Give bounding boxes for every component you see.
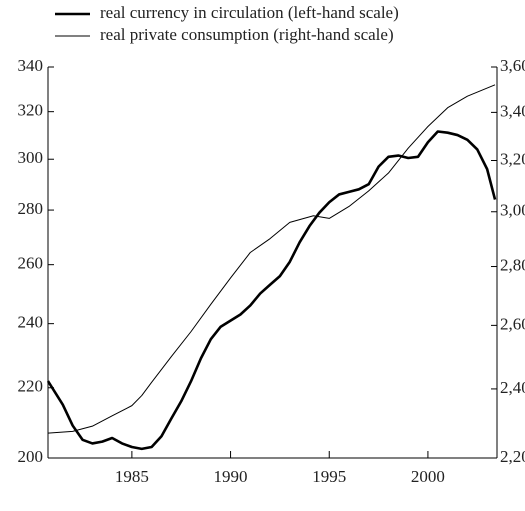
x-tick-label: 2000	[411, 467, 445, 486]
y-tick-label: 260	[18, 254, 44, 273]
series-line	[46, 130, 497, 451]
legend-label: real currency in circulation (left-hand …	[100, 3, 399, 22]
y2-tick-label: 3,000	[500, 201, 525, 220]
y-tick-label: 340	[18, 56, 44, 75]
x-tick-label: 1985	[115, 467, 149, 486]
y2-tick-label: 3,200	[500, 149, 525, 168]
y2-tick-label: 2,200	[500, 447, 525, 466]
x-tick-label: 1990	[214, 467, 248, 486]
y-tick-label: 300	[18, 148, 44, 167]
y-tick-label: 200	[18, 447, 44, 466]
y2-tick-label: 3,400	[500, 101, 525, 120]
x-tick-label: 1995	[312, 467, 346, 486]
y2-tick-label: 3,600	[500, 56, 525, 75]
y-tick-label: 280	[18, 199, 44, 218]
y-tick-label: 320	[18, 101, 44, 120]
y-tick-label: 240	[18, 313, 44, 332]
y2-tick-label: 2,400	[500, 378, 525, 397]
series-line	[47, 84, 496, 434]
legend-label: real private consumption (right-hand sca…	[100, 25, 394, 44]
y2-tick-label: 2,800	[500, 255, 525, 274]
y2-tick-label: 2,600	[500, 314, 525, 333]
y-tick-label: 220	[18, 377, 44, 396]
